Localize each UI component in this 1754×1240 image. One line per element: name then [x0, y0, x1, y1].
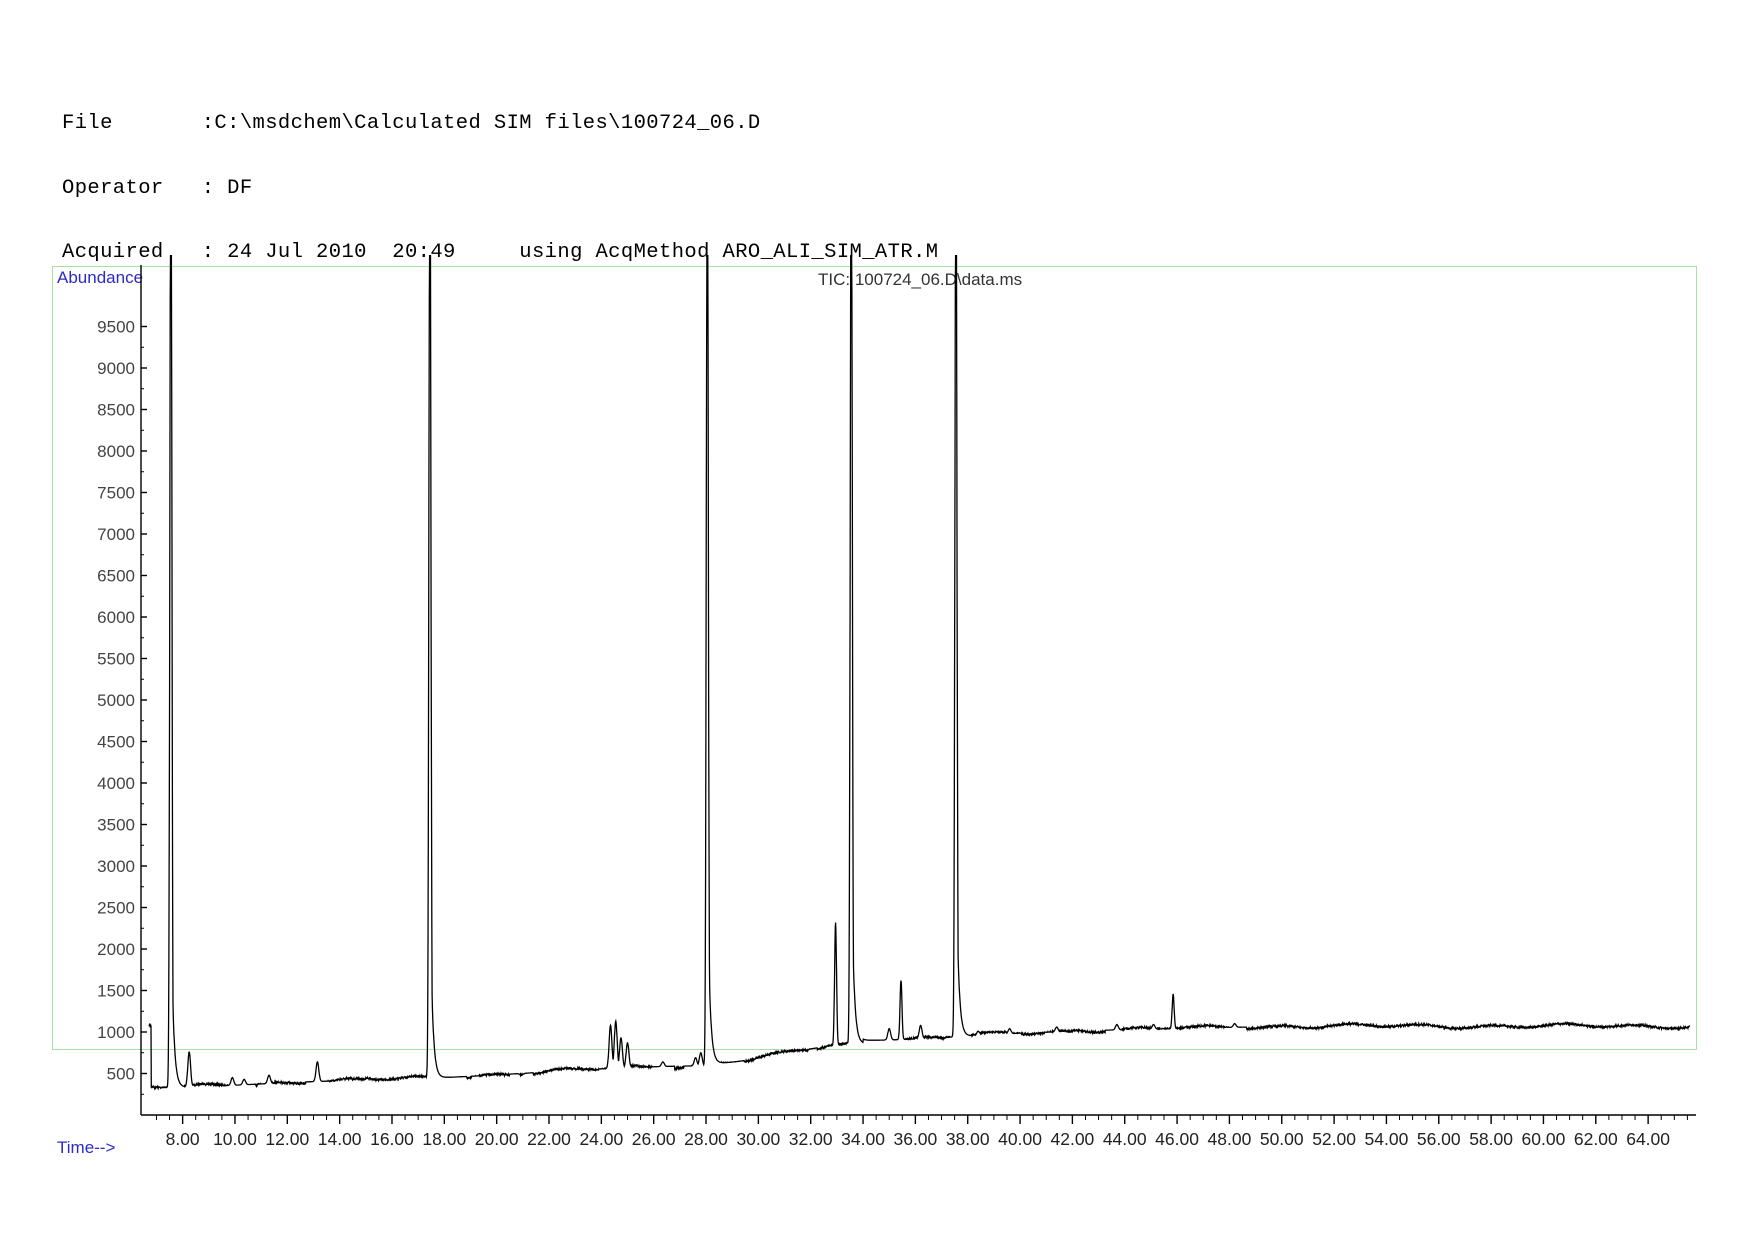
- svg-text:3500: 3500: [97, 816, 135, 835]
- svg-text:5000: 5000: [97, 691, 135, 710]
- svg-text:40.00: 40.00: [998, 1129, 1042, 1149]
- svg-text:22.00: 22.00: [527, 1129, 571, 1149]
- svg-text:8500: 8500: [97, 401, 135, 420]
- svg-text:2500: 2500: [97, 899, 135, 918]
- svg-text:1000: 1000: [97, 1023, 135, 1042]
- svg-text:60.00: 60.00: [1522, 1129, 1566, 1149]
- x-axis-title: Time-->: [57, 1138, 116, 1157]
- chromatogram-plot-frame: [52, 266, 1697, 1050]
- svg-text:58.00: 58.00: [1469, 1129, 1513, 1149]
- svg-text:42.00: 42.00: [1051, 1129, 1095, 1149]
- svg-text:9000: 9000: [97, 359, 135, 378]
- svg-text:16.00: 16.00: [370, 1129, 414, 1149]
- svg-text:52.00: 52.00: [1312, 1129, 1356, 1149]
- svg-text:48.00: 48.00: [1208, 1129, 1252, 1149]
- svg-text:2000: 2000: [97, 940, 135, 959]
- svg-text:24.00: 24.00: [579, 1129, 623, 1149]
- svg-text:38.00: 38.00: [946, 1129, 990, 1149]
- header-line-acquired: Acquired : 24 Jul 2010 20:49 using AcqMe…: [62, 241, 939, 264]
- svg-text:500: 500: [107, 1065, 135, 1084]
- svg-text:1500: 1500: [97, 982, 135, 1001]
- y-axis-title: Abundance: [57, 268, 144, 287]
- svg-text:6000: 6000: [97, 608, 135, 627]
- y-axis: 500 1000 1500 2000 2500 3000 3500 4000 4500 5000 5…: [97, 265, 147, 1115]
- svg-text:10.00: 10.00: [213, 1129, 257, 1149]
- svg-text:9500: 9500: [97, 318, 135, 337]
- x-axis: 8.00 10.00 12.00 14.00 16.00 18.00 20.00 22.00 2…: [141, 1114, 1696, 1149]
- svg-text:28.00: 28.00: [684, 1129, 728, 1149]
- svg-text:46.00: 46.00: [1155, 1129, 1199, 1149]
- svg-text:20.00: 20.00: [475, 1129, 519, 1149]
- svg-text:36.00: 36.00: [893, 1129, 937, 1149]
- svg-text:32.00: 32.00: [789, 1129, 833, 1149]
- svg-text:30.00: 30.00: [736, 1129, 780, 1149]
- svg-text:64.00: 64.00: [1626, 1129, 1670, 1149]
- svg-text:18.00: 18.00: [422, 1129, 466, 1149]
- svg-text:62.00: 62.00: [1574, 1129, 1618, 1149]
- svg-text:8.00: 8.00: [166, 1129, 200, 1149]
- svg-text:12.00: 12.00: [265, 1129, 309, 1149]
- svg-text:26.00: 26.00: [632, 1129, 676, 1149]
- svg-text:7500: 7500: [97, 484, 135, 503]
- tic-trace: [148, 255, 1691, 1091]
- svg-text:34.00: 34.00: [841, 1129, 885, 1149]
- svg-text:4500: 4500: [97, 733, 135, 752]
- header-line-file: File :C:\msdchem\Calculated SIM files\10…: [62, 112, 761, 135]
- header-line-operator: Operator : DF: [62, 176, 253, 200]
- trace-title: TIC: 100724_06.D\data.ms: [818, 270, 1023, 289]
- svg-text:8000: 8000: [97, 442, 135, 461]
- svg-text:6500: 6500: [97, 567, 135, 586]
- svg-text:50.00: 50.00: [1260, 1129, 1304, 1149]
- svg-text:44.00: 44.00: [1103, 1129, 1147, 1149]
- svg-text:7000: 7000: [97, 525, 135, 544]
- svg-text:4000: 4000: [97, 774, 135, 793]
- svg-text:54.00: 54.00: [1365, 1129, 1409, 1149]
- svg-text:3000: 3000: [97, 857, 135, 876]
- svg-text:5500: 5500: [97, 650, 135, 669]
- svg-text:56.00: 56.00: [1417, 1129, 1461, 1149]
- svg-text:14.00: 14.00: [318, 1129, 362, 1149]
